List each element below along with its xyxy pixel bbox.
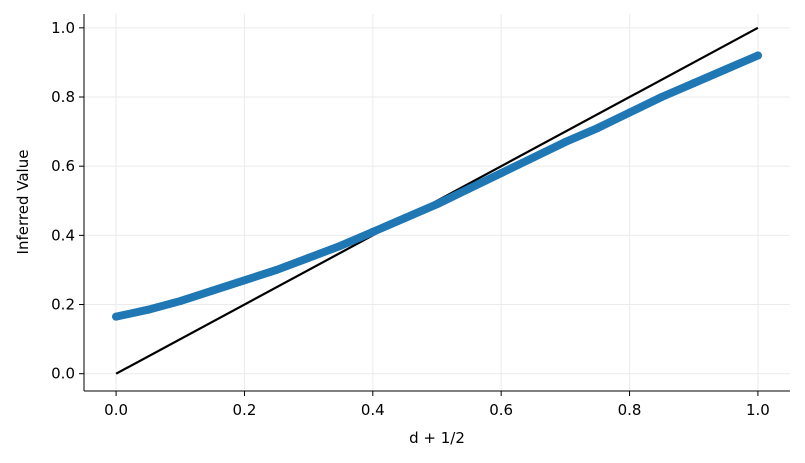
data-point [689, 79, 698, 88]
x-ticks: 0.0 0.2 0.4 0.6 0.8 1.0 [104, 391, 770, 419]
data-point [144, 305, 153, 314]
data-point [272, 265, 281, 274]
x-axis-label: d + 1/2 [409, 429, 465, 447]
data-point [304, 253, 313, 262]
scatter-series [112, 51, 762, 321]
data-point [529, 153, 538, 162]
data-point [593, 124, 602, 133]
data-point [433, 200, 441, 209]
x-tick-label: 0.8 [618, 401, 642, 419]
data-point [625, 108, 634, 117]
grid [84, 14, 790, 391]
y-tick-label: 0.8 [51, 88, 75, 106]
y-tick-label: 0.2 [51, 296, 75, 314]
data-point [176, 297, 185, 306]
y-tick-label: 1.0 [51, 19, 75, 37]
data-point [336, 241, 345, 250]
y-axis-label: Inferred Value [14, 150, 32, 255]
data-point [112, 312, 121, 321]
x-tick-label: 0.4 [361, 401, 385, 419]
data-point [721, 65, 730, 74]
data-point [240, 276, 249, 285]
y-tick-label: 0.6 [51, 157, 75, 175]
y-ticks: 0.0 0.2 0.4 0.6 0.8 1.0 [51, 19, 84, 383]
data-point [368, 227, 377, 236]
y-tick-label: 0.0 [51, 365, 75, 383]
data-point [208, 286, 217, 295]
data-point [657, 93, 666, 102]
x-tick-label: 1.0 [746, 401, 770, 419]
data-point [465, 184, 474, 193]
data-point [400, 214, 409, 223]
x-tick-label: 0.0 [104, 401, 128, 419]
axes [83, 14, 790, 392]
x-tick-label: 0.2 [233, 401, 257, 419]
data-point [497, 169, 506, 178]
y-tick-label: 0.4 [51, 226, 75, 244]
x-tick-label: 0.6 [489, 401, 513, 419]
data-point [561, 137, 570, 146]
data-point [753, 51, 762, 60]
